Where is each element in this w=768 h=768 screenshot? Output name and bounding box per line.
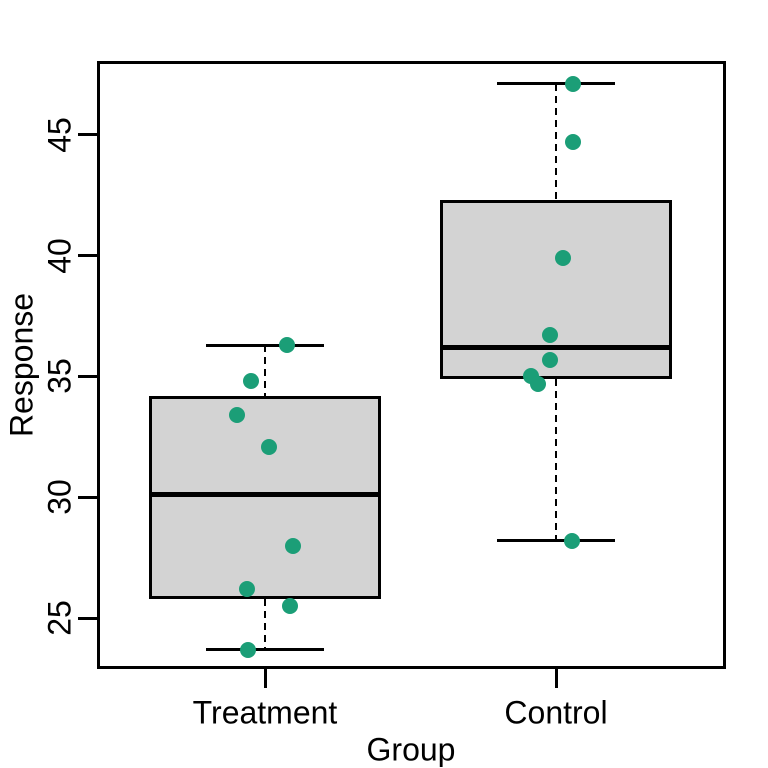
- whisker-lower: [264, 598, 266, 650]
- y-tick: [78, 495, 97, 499]
- data-point: [240, 641, 256, 658]
- x-tick: [263, 669, 267, 688]
- data-point: [243, 373, 259, 390]
- whisker-upper: [555, 83, 557, 200]
- y-tick: [78, 254, 97, 258]
- whisker-upper: [264, 345, 266, 396]
- x-tick-label: Treatment: [192, 694, 338, 731]
- y-tick-label: 40: [41, 237, 78, 274]
- x-tick: [554, 669, 558, 688]
- y-tick-label: 25: [41, 600, 78, 637]
- data-point: [555, 250, 571, 267]
- data-point: [542, 327, 558, 344]
- median-line: [440, 344, 672, 350]
- data-point: [285, 537, 301, 554]
- data-point: [229, 407, 245, 424]
- data-point: [530, 375, 546, 392]
- y-tick-label: 35: [41, 358, 78, 395]
- y-tick-label: 30: [41, 479, 78, 516]
- x-axis-title: Group: [366, 731, 456, 768]
- data-point: [282, 598, 298, 615]
- x-tick-label: Control: [504, 694, 608, 731]
- y-axis-title: Response: [3, 292, 40, 438]
- whisker-cap-upper: [206, 343, 324, 347]
- whisker-cap-lower: [206, 648, 324, 652]
- whisker-cap-lower: [497, 539, 615, 543]
- y-tick: [78, 616, 97, 620]
- y-tick-label: 45: [41, 116, 78, 153]
- data-point: [565, 75, 581, 92]
- data-point: [239, 581, 255, 598]
- data-point: [542, 351, 558, 368]
- data-point: [279, 337, 295, 354]
- y-tick: [78, 374, 97, 378]
- whisker-lower: [555, 378, 557, 541]
- median-line: [149, 492, 381, 498]
- box-control: [440, 200, 672, 379]
- data-point: [261, 438, 277, 455]
- data-point: [565, 133, 581, 150]
- y-tick: [78, 133, 97, 137]
- whisker-cap-upper: [497, 82, 615, 86]
- data-point: [564, 532, 580, 549]
